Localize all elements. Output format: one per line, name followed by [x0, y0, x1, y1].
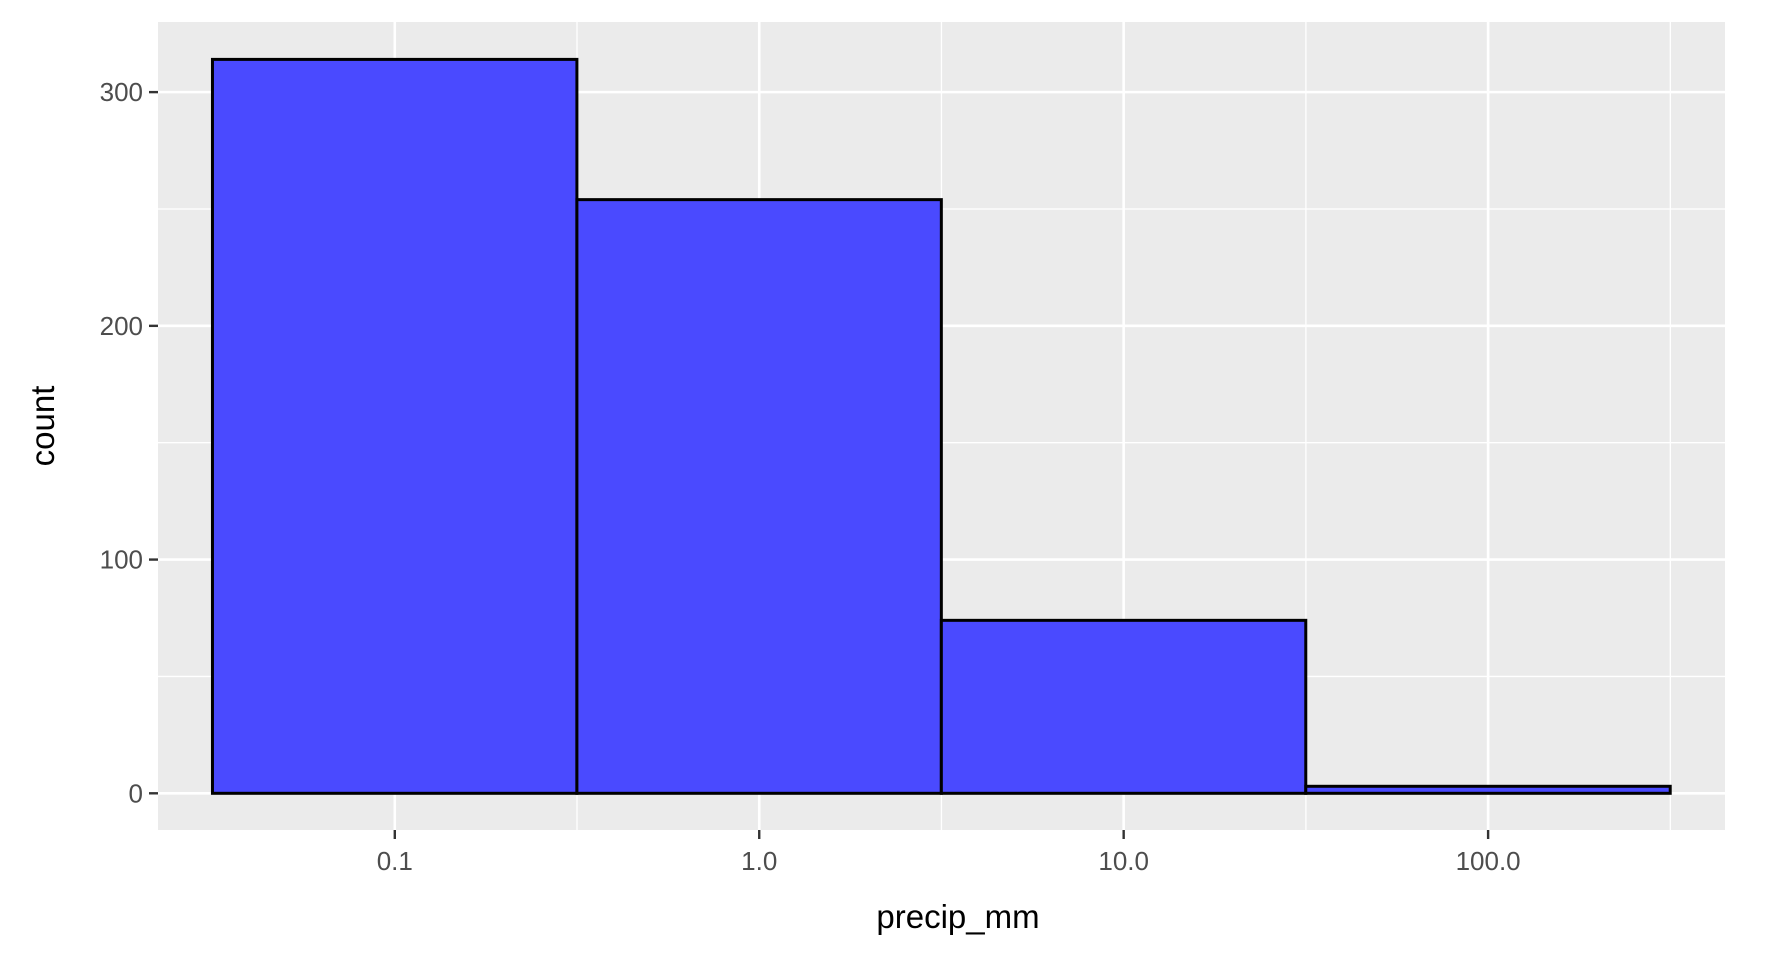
y-tick-label: 200	[100, 311, 143, 341]
x-tick-label: 0.1	[377, 846, 413, 876]
x-tick-label: 100.0	[1456, 846, 1521, 876]
x-tick-label: 1.0	[741, 846, 777, 876]
x-tick-label: 10.0	[1098, 846, 1149, 876]
x-axis-title: precip_mm	[876, 898, 1039, 935]
histogram-bar-1	[210, 57, 579, 795]
y-axis: 0 100 200 300	[100, 77, 158, 808]
y-tick-label: 300	[100, 77, 143, 107]
histogram-bar-2	[575, 198, 943, 795]
histogram-bar-3	[939, 618, 1308, 795]
y-tick-label: 0	[129, 778, 143, 808]
y-tick-label: 100	[100, 545, 143, 575]
histogram-bars	[210, 57, 1672, 795]
y-axis-title: count	[24, 386, 61, 467]
x-axis: 0.1 1.0 10.0 100.0	[377, 830, 1521, 876]
histogram-bar-4	[1304, 784, 1672, 795]
